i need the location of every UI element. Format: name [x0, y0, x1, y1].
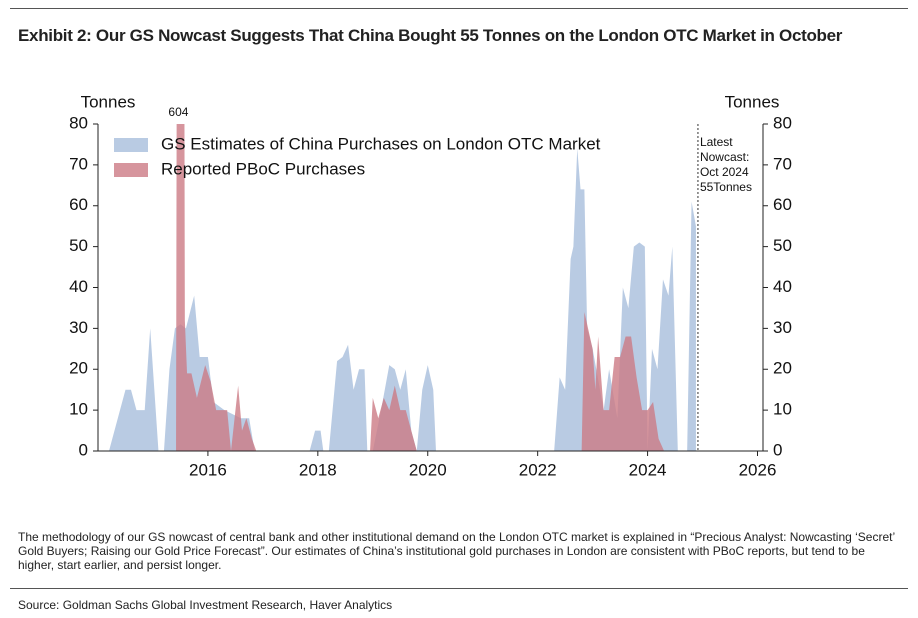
y-tick-label: 50: [69, 236, 88, 255]
annotation: Latest: [700, 135, 733, 149]
y-tick-label: 0: [79, 440, 88, 459]
top-rule: [10, 8, 908, 9]
x-tick-label: 2026: [739, 460, 777, 479]
x-tick-label: 2024: [629, 460, 667, 479]
source: Source: Goldman Sachs Global Investment …: [18, 598, 393, 612]
chart-title: Exhibit 2: Our GS Nowcast Suggests That …: [18, 26, 843, 45]
y2-axis-label: Tonnes: [725, 92, 780, 111]
y2-tick-label: 50: [773, 236, 792, 255]
y2-tick-label: 80: [773, 113, 792, 132]
legend-label: Reported PBoC Purchases: [161, 159, 365, 178]
y2-tick-label: 0: [773, 440, 782, 459]
x-tick-label: 2020: [409, 460, 447, 479]
annotation: Oct 2024: [700, 165, 749, 179]
x-tick-label: 2018: [299, 460, 337, 479]
y2-tick-label: 30: [773, 318, 792, 337]
y-axis-label: Tonnes: [81, 92, 136, 111]
y2-tick-label: 20: [773, 359, 792, 378]
chart: Tonnes Tonnes 0 10 20 30 40 50 60 70 80 0 10 20 30 40…: [69, 92, 792, 479]
footnote: The methodology of our GS nowcast of cen…: [18, 530, 895, 572]
legend-swatch: [114, 138, 148, 152]
annotation: 55Tonnes: [700, 180, 752, 194]
legend-label: GS Estimates of China Purchases on Londo…: [161, 134, 601, 153]
y2-tick-label: 40: [773, 277, 792, 296]
y-tick-label: 10: [69, 400, 88, 419]
annotation: 604: [168, 105, 188, 119]
y2-tick-label: 60: [773, 195, 792, 214]
y2-tick-label: 10: [773, 400, 792, 419]
x-tick-label: 2016: [189, 460, 227, 479]
bottom-rule: [10, 588, 908, 589]
annotation: Nowcast:: [700, 150, 749, 164]
y-tick-label: 20: [69, 359, 88, 378]
area: [176, 124, 665, 451]
y2-tick-label: 70: [773, 154, 792, 173]
legend-swatch: [114, 163, 148, 177]
y-tick-label: 60: [69, 195, 88, 214]
y-tick-label: 80: [69, 113, 88, 132]
y-tick-label: 30: [69, 318, 88, 337]
y-tick-label: 40: [69, 277, 88, 296]
y-tick-label: 70: [69, 154, 88, 173]
x-tick-label: 2022: [519, 460, 557, 479]
